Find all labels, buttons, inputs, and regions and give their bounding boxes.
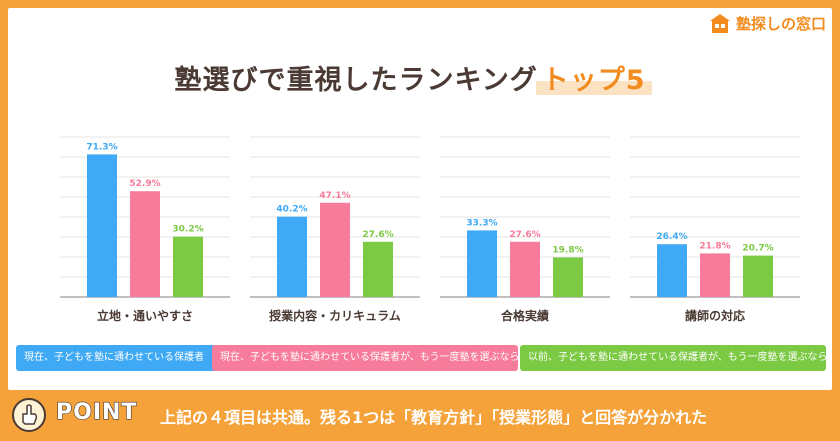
category-label: 講師の対応 [685,308,745,323]
bar [320,202,350,297]
chart-title: 塾選びで重視したランキング トップ5 [174,58,652,97]
data-label: 52.9% [129,179,160,189]
data-label: 47.1% [319,191,350,201]
bar [277,216,307,297]
category-label: 合格実績 [501,308,549,323]
data-label: 27.6% [509,230,540,240]
bar [87,154,117,297]
category-label: 授業内容・カリキュラム [269,308,401,323]
school-building-icon [708,12,732,34]
bar [700,253,730,297]
bar [363,241,393,297]
bar [553,257,583,297]
point-label: POINT [55,399,138,425]
chart-title-highlight: トップ5 [535,58,652,97]
bar [130,191,160,297]
data-label: 27.6% [362,230,393,240]
data-label: 40.2% [276,205,307,215]
chart-title-main: 塾選びで重視したランキング [174,65,538,96]
bar [467,230,497,297]
legend-item-current: 現在、子どもを塾に通わせている保護者 [16,345,216,371]
legend-item-current-again: 現在、子どもを塾に通わせている保護者が、もう一度塾を選ぶなら [212,345,518,371]
data-label: 19.8% [552,245,583,255]
data-label: 71.3% [86,142,117,152]
bar [743,255,773,297]
pointing-hand-icon [12,398,46,432]
bar [173,236,203,297]
site-logo[interactable]: 塾探しの窓口 [708,10,826,36]
summary-text: 上記の４項目は共通。残る1つは「教育方針」「授業形態」と回答が分かれた [160,408,708,427]
data-label: 30.2% [172,225,203,235]
bar [657,244,687,297]
logo-text: 塾探しの窓口 [735,14,826,33]
category-label: 立地・通いやすさ [97,308,193,323]
data-label: 21.8% [699,241,730,251]
footer-bar: POINT 上記の４項目は共通。残る1つは「教育方針」「授業形態」と回答が分かれ… [0,390,840,441]
data-label: 26.4% [656,232,687,242]
data-label: 33.3% [466,218,497,228]
title-wrap: 塾選びで重視したランキング トップ5 [0,58,824,97]
legend-item-former-again: 以前、子どもを塾に通わせている保護者が、もう一度塾を選ぶなら [520,345,826,371]
bar [510,241,540,297]
data-label: 20.7% [742,244,773,254]
